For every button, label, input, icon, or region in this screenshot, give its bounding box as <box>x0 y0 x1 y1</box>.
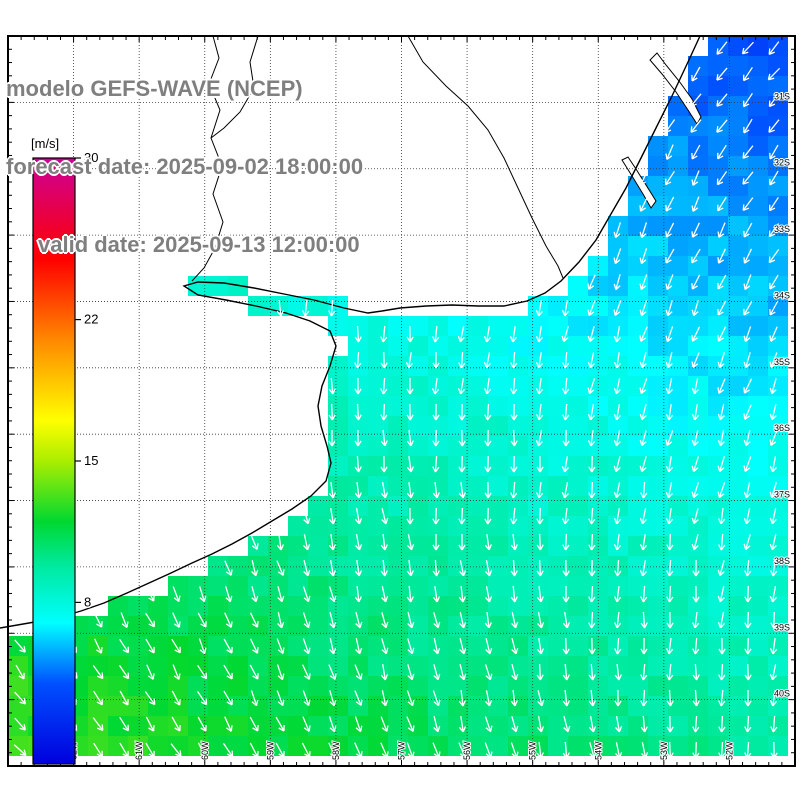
svg-text:33S: 33S <box>774 224 790 234</box>
svg-text:58W: 58W <box>331 741 341 760</box>
svg-text:38S: 38S <box>774 556 790 566</box>
model-title: modelo GEFS-WAVE (NCEP) <box>6 76 303 101</box>
svg-text:40S: 40S <box>774 689 790 699</box>
svg-text:35S: 35S <box>774 357 790 367</box>
svg-text:61W: 61W <box>134 741 144 760</box>
coastline <box>0 35 701 629</box>
svg-text:59W: 59W <box>265 741 275 760</box>
svg-text:39S: 39S <box>774 622 790 632</box>
svg-text:30: 30 <box>84 150 98 165</box>
svg-text:34S: 34S <box>774 290 790 300</box>
colorbar-ticks: 30 22 15 8 <box>75 149 100 611</box>
svg-text:36S: 36S <box>774 423 790 433</box>
colorbar-gradient <box>33 158 75 764</box>
river-lines <box>191 35 259 282</box>
svg-text:8: 8 <box>84 594 91 609</box>
colorbar: [m/s] 30 22 15 8 <box>30 135 100 765</box>
svg-text:22: 22 <box>84 312 98 327</box>
svg-text:37S: 37S <box>774 490 790 500</box>
svg-text:52W: 52W <box>724 741 734 760</box>
svg-text:55W: 55W <box>528 741 538 760</box>
svg-text:60W: 60W <box>200 741 210 760</box>
valid-date: valid date: 2025-09-13 12:00:00 <box>38 232 360 257</box>
grid-lines <box>8 36 795 766</box>
map-titles: modelo GEFS-WAVE (NCEP) forecast date: 2… <box>6 24 363 310</box>
map-frame <box>7 35 796 767</box>
svg-text:56W: 56W <box>462 741 472 760</box>
svg-text:57W: 57W <box>397 741 407 760</box>
svg-text:15: 15 <box>84 453 98 468</box>
svg-text:54W: 54W <box>593 741 603 760</box>
ocean-speed-cells <box>8 36 788 756</box>
svg-text:31S: 31S <box>774 91 790 101</box>
wind-arrows <box>13 41 781 759</box>
svg-text:53W: 53W <box>659 741 669 760</box>
colorbar-unit-label: [m/s] <box>31 136 59 151</box>
forecast-date: forecast date: 2025-09-02 18:00:00 <box>6 154 364 179</box>
svg-text:32S: 32S <box>774 158 790 168</box>
latitude-labels: 31S 32S 33S 34S 35S 36S 37S 38S 39S 40S <box>773 90 791 699</box>
border-line <box>407 35 564 279</box>
